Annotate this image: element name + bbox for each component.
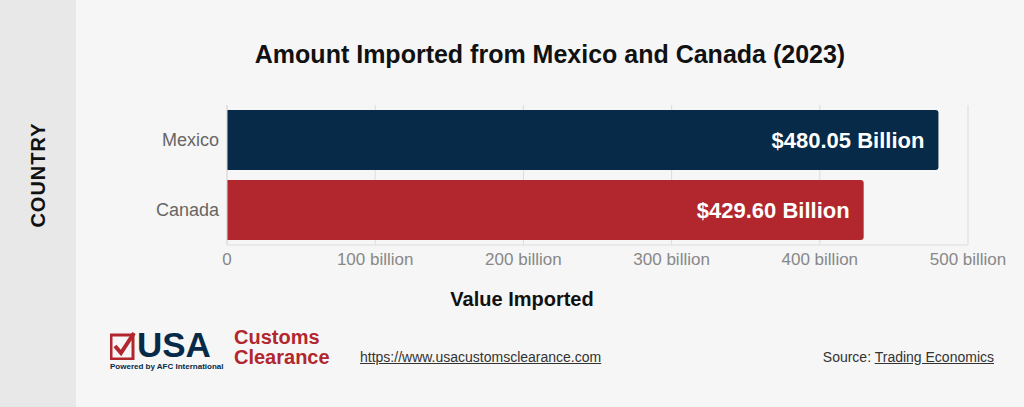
svg-text:100 billion: 100 billion [337, 250, 414, 269]
svg-text:Canada: Canada [156, 200, 220, 220]
html-text:Customs: Customs [234, 326, 320, 348]
svg-text:400 billion: 400 billion [782, 250, 859, 269]
html-text:Amount Imported from Mexico an: Amount Imported from Mexico and Canada (… [254, 40, 846, 68]
svg-text:0: 0 [222, 250, 231, 269]
html-text:COUNTRY: COUNTRY [26, 122, 49, 228]
html-text:Clearance: Clearance [234, 346, 330, 368]
svg-text:Mexico: Mexico [162, 130, 219, 150]
svg-text:$480.05 Billion: $480.05 Billion [772, 128, 925, 153]
html-text:https://www.usacustomsclearanc: https://www.usacustomsclearance.com [360, 349, 602, 365]
html-text:Powered by AFC International: Powered by AFC International [110, 362, 224, 371]
svg-text:$429.60 Billion: $429.60 Billion [697, 198, 850, 223]
svg-text:500 billion: 500 billion [930, 250, 1007, 269]
html-text:Source: Trading Economics: Source: Trading Economics [822, 349, 994, 365]
svg-text:200 billion: 200 billion [485, 250, 562, 269]
html-text:USA: USA [137, 325, 211, 364]
svg-text:300 billion: 300 billion [633, 250, 710, 269]
html-text:Value Imported: Value Imported [450, 288, 594, 310]
